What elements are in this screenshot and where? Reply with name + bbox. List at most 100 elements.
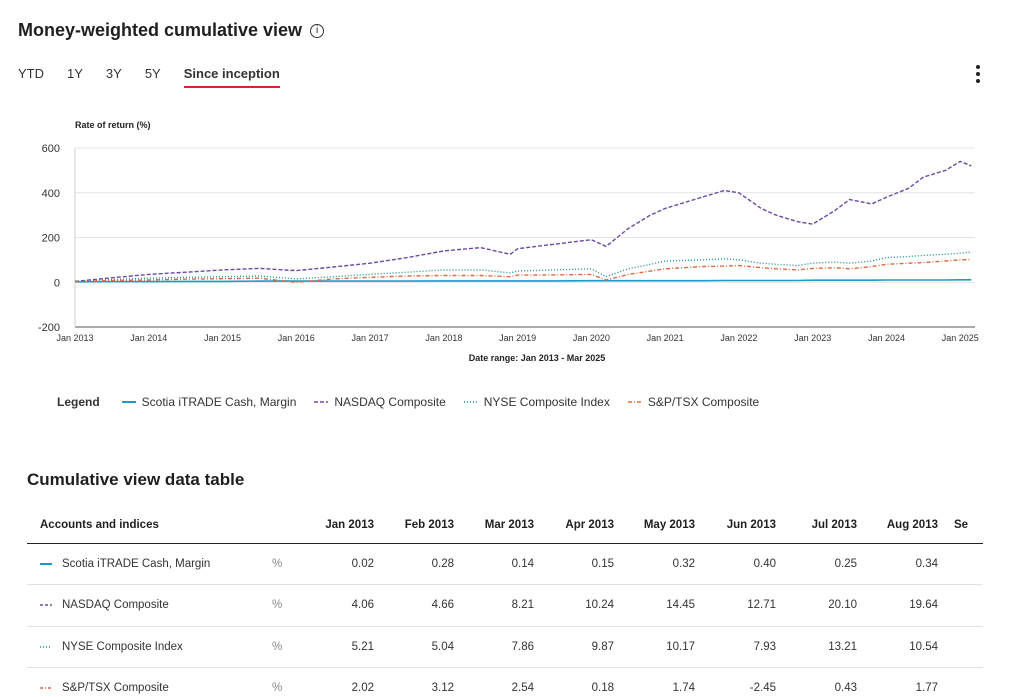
legend-label-nasdaq: NASDAQ Composite <box>334 395 446 409</box>
table-cell: 2.54 <box>462 667 542 697</box>
legend-title: Legend <box>57 395 100 409</box>
table-cell: 1.77 <box>865 667 946 697</box>
row-label: NYSE Composite Index <box>27 626 272 668</box>
legend-swatch-cash <box>121 401 136 403</box>
row-unit: % <box>272 543 302 585</box>
chart-title: Money-weighted cumulative view i <box>18 20 325 41</box>
tab-since-inception[interactable]: Since inception <box>183 64 280 88</box>
table-cell <box>946 667 983 697</box>
series-line-1 <box>74 160 972 283</box>
row-name: NASDAQ Composite <box>62 599 169 612</box>
kebab-menu-icon[interactable] <box>970 64 986 84</box>
x-axis-label: Date range: Jan 2013 - Mar 2025 <box>469 353 606 363</box>
x-tick-label: Jan 2015 <box>204 333 241 343</box>
table-cell: 0.40 <box>703 543 784 585</box>
row-unit: % <box>272 626 302 668</box>
table-cell: 13.21 <box>784 626 865 668</box>
table-cell: 0.28 <box>382 543 462 585</box>
legend-label-cash: Scotia iTRADE Cash, Margin <box>141 395 297 409</box>
legend-item-nyse[interactable]: NYSE Composite Index <box>463 395 610 409</box>
x-tick-label: Jan 2021 <box>647 333 684 343</box>
row-name: NYSE Composite Index <box>62 640 183 653</box>
x-tick-label: Jan 2017 <box>352 333 389 343</box>
table-cell: 0.14 <box>462 543 542 585</box>
row-name: Scotia iTRADE Cash, Margin <box>62 557 211 570</box>
y-tick-label: 200 <box>42 233 60 245</box>
legend-swatch-nasdaq <box>314 401 329 403</box>
x-tick-label: Jan 2013 <box>56 333 93 343</box>
table-row: NASDAQ Composite% 4.06 4.66 8.21 10.24 14.45 1… <box>27 584 983 627</box>
x-tick-label: Jan 2022 <box>720 333 757 343</box>
x-tick-label: Jan 2019 <box>499 333 536 343</box>
table-row: NYSE Composite Index% 5.21 5.04 7.86 9.87 10.… <box>27 626 983 668</box>
table-cell: 4.66 <box>382 584 462 627</box>
table-cell: -2.45 <box>703 667 784 697</box>
x-tick-label: Jan 2023 <box>794 333 831 343</box>
tab-1y[interactable]: 1Y <box>67 66 83 81</box>
table-cell: 9.87 <box>542 626 622 668</box>
x-tick-label: Jan 2020 <box>573 333 610 343</box>
x-tick-label: Jan 2014 <box>130 333 167 343</box>
table-cell: 4.06 <box>302 584 382 627</box>
row-swatch <box>40 687 52 689</box>
column-header: May 2013 <box>622 508 703 544</box>
row-unit: % <box>272 667 302 697</box>
row-name: S&P/TSX Composite <box>62 682 169 695</box>
tab-ytd[interactable]: YTD <box>18 66 44 81</box>
series-line-2 <box>74 251 972 282</box>
table-cell: 7.93 <box>703 626 784 668</box>
y-axis-ticks: 600 400 200 0 -200 <box>38 143 60 334</box>
table-cell: 8.21 <box>462 584 542 627</box>
column-header: Se <box>946 508 983 544</box>
legend-item-tsx[interactable]: S&P/TSX Composite <box>627 395 760 409</box>
table-row: S&P/TSX Composite% 2.02 3.12 2.54 0.18 1.74 -2… <box>27 667 983 697</box>
column-header: Jul 2013 <box>784 508 865 544</box>
row-label: Scotia iTRADE Cash, Margin <box>27 543 272 585</box>
table-cell: 0.34 <box>865 543 946 585</box>
column-header: Mar 2013 <box>462 508 542 544</box>
tab-3y[interactable]: 3Y <box>105 66 122 81</box>
info-icon[interactable]: i <box>310 23 325 38</box>
legend-label-tsx: S&P/TSX Composite <box>647 395 760 409</box>
x-tick-label: Jan 2024 <box>868 333 905 343</box>
x-tick-label: Jan 2016 <box>278 333 315 343</box>
x-axis-ticks: Jan 2013 Jan 2014 Jan 2015 Jan 2016 Jan 2017… <box>56 333 978 343</box>
row-swatch <box>40 645 52 648</box>
table-cell: 2.02 <box>302 667 382 697</box>
column-header-unit <box>272 508 302 544</box>
legend-label-nyse: NYSE Composite Index <box>483 395 610 409</box>
table-cell: 10.24 <box>542 584 622 627</box>
legend-item-nasdaq[interactable]: NASDAQ Composite <box>314 395 446 409</box>
column-header-accounts: Accounts and indices <box>27 508 272 544</box>
x-tick-label: Jan 2018 <box>425 333 462 343</box>
table-cell: 0.18 <box>542 667 622 697</box>
table-cell: 20.10 <box>784 584 865 627</box>
table-cell: 12.71 <box>703 584 784 627</box>
table-cell: 10.54 <box>865 626 946 668</box>
table-cell: 10.17 <box>622 626 703 668</box>
table-cell: 0.32 <box>622 543 703 585</box>
column-header: Apr 2013 <box>542 508 622 544</box>
table-cell: 0.43 <box>784 667 865 697</box>
table-row: Scotia iTRADE Cash, Margin% 0.02 0.28 0.14 0… <box>27 543 983 585</box>
chart-legend: Legend Scotia iTRADE Cash, Margin NASDAQ… <box>57 395 777 409</box>
row-unit: % <box>272 584 302 627</box>
row-swatch <box>40 604 52 606</box>
column-header: Jan 2013 <box>302 508 382 544</box>
table-cell: 0.15 <box>542 543 622 585</box>
tab-5y[interactable]: 5Y <box>144 66 161 81</box>
table-cell: 7.86 <box>462 626 542 668</box>
table-cell <box>946 584 983 627</box>
table-cell: 14.45 <box>622 584 703 627</box>
column-header: Feb 2013 <box>382 508 462 544</box>
series-line-3 <box>74 258 972 284</box>
table-cell <box>946 543 983 585</box>
chart-series <box>74 160 972 284</box>
legend-item-cash[interactable]: Scotia iTRADE Cash, Margin <box>121 395 297 409</box>
table-cell: 19.64 <box>865 584 946 627</box>
row-swatch <box>40 562 52 565</box>
row-label: NASDAQ Composite <box>27 584 272 627</box>
y-tick-label: 400 <box>42 188 60 200</box>
y-tick-label: 600 <box>42 143 60 155</box>
